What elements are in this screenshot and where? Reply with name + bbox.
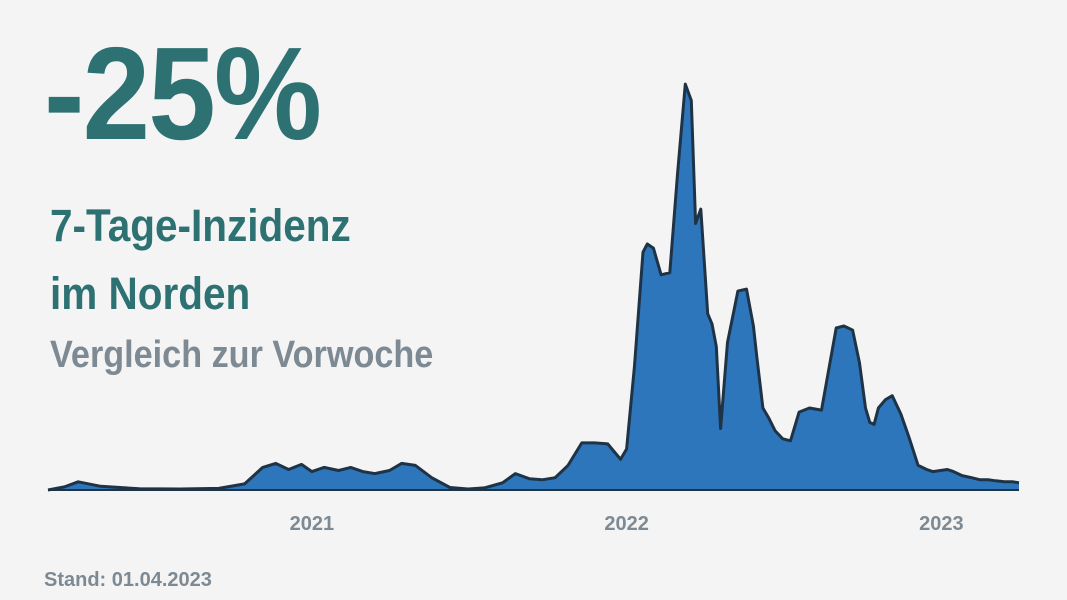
change-percentage: -25%	[44, 20, 322, 167]
chart-title-line2: im Norden	[50, 268, 251, 319]
chart-subtitle: Vergleich zur Vorwoche	[50, 334, 434, 376]
incidence-area	[48, 84, 1019, 490]
x-tick-label-2021: 2021	[290, 513, 335, 535]
data-date-label: Stand: 01.04.2023	[44, 569, 212, 591]
incidence-line	[47, 82, 1020, 492]
chart-title-line1: 7-Tage-Inzidenz	[50, 200, 351, 251]
x-tick-label-2022: 2022	[604, 513, 649, 535]
x-axis-ticks: 2021 2022 2023	[290, 513, 964, 535]
x-tick-label-2023: 2023	[919, 513, 964, 535]
